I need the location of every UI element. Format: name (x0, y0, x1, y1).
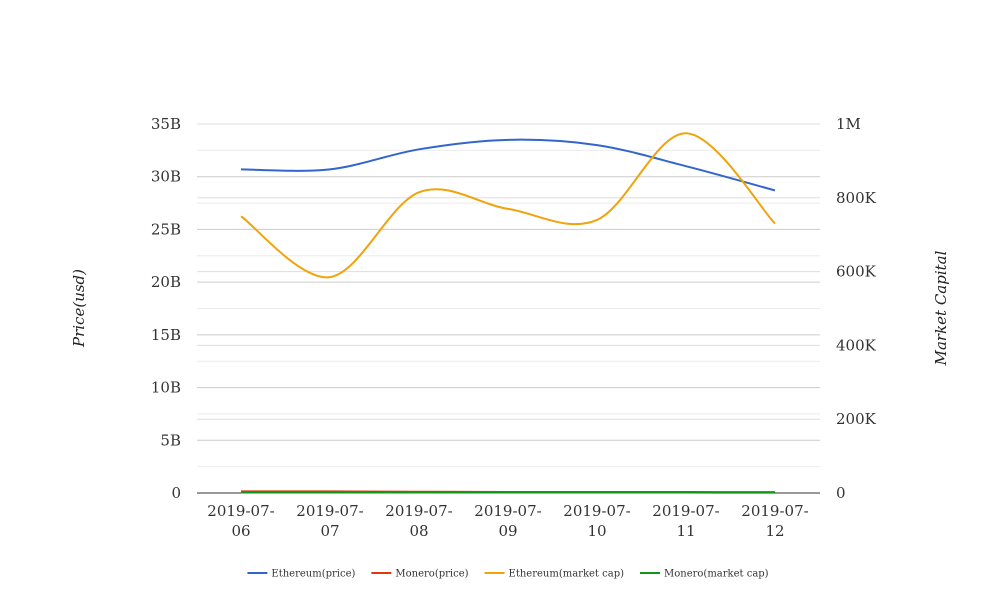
legend-item[interactable]: Ethereum(market cap) (484, 569, 625, 580)
x-tick-label: 2019-07-09 (474, 502, 541, 540)
right-tick-label: 800K (836, 189, 877, 207)
legend-item[interactable]: Monero(price) (371, 569, 469, 580)
series-lines (240, 132, 776, 494)
x-tick-label: 2019-07-10 (563, 502, 630, 540)
left-y-axis-ticks: 0 5B 10B 15B 20B 25B 30B 35B (151, 115, 181, 502)
right-tick-label: 200K (836, 410, 877, 428)
right-y-axis-title: Market Capital (932, 250, 950, 366)
left-tick-label: 20B (151, 273, 181, 291)
x-tick-label: 2019-07-11 (652, 502, 719, 540)
series-line-ethereum-market-cap (240, 132, 776, 279)
x-tick-label: 2019-07-06 (207, 502, 274, 540)
left-tick-label: 15B (151, 326, 181, 344)
right-tick-label: 0 (836, 484, 846, 502)
left-tick-label: 5B (160, 431, 181, 449)
legend-label: Monero(market cap) (664, 569, 769, 580)
right-y-axis-ticks: 0 200K 400K 600K 800K 1M (836, 115, 877, 502)
legend-label: Monero(price) (395, 569, 468, 580)
left-tick-label: 30B (151, 168, 181, 186)
left-tick-label: 25B (151, 220, 181, 238)
legend-label: Ethereum(price) (271, 569, 355, 580)
x-tick-label: 2019-07-07 (296, 502, 363, 540)
right-tick-label: 1M (836, 115, 861, 133)
x-tick-label: 2019-07-08 (385, 502, 452, 540)
left-tick-label: 0 (171, 484, 181, 502)
series-line-ethereum-price (240, 138, 776, 192)
left-tick-label: 35B (151, 115, 181, 133)
x-tick-label: 2019-07-12 (741, 502, 808, 540)
x-axis-ticks: 2019-07-06 2019-07-07 2019-07-08 2019-07-09… (207, 502, 808, 540)
left-y-axis-title: Price(usd) (70, 269, 88, 348)
left-tick-label: 10B (151, 379, 181, 397)
legend: Ethereum(price) Monero(price) Ethereum(mar… (247, 569, 769, 580)
grid-lines (197, 123, 820, 494)
legend-item[interactable]: Monero(market cap) (640, 569, 769, 580)
legend-label: Ethereum(market cap) (509, 569, 625, 580)
right-tick-label: 400K (836, 336, 877, 354)
legend-item[interactable]: Ethereum(price) (247, 569, 356, 580)
right-tick-label: 600K (836, 263, 877, 281)
